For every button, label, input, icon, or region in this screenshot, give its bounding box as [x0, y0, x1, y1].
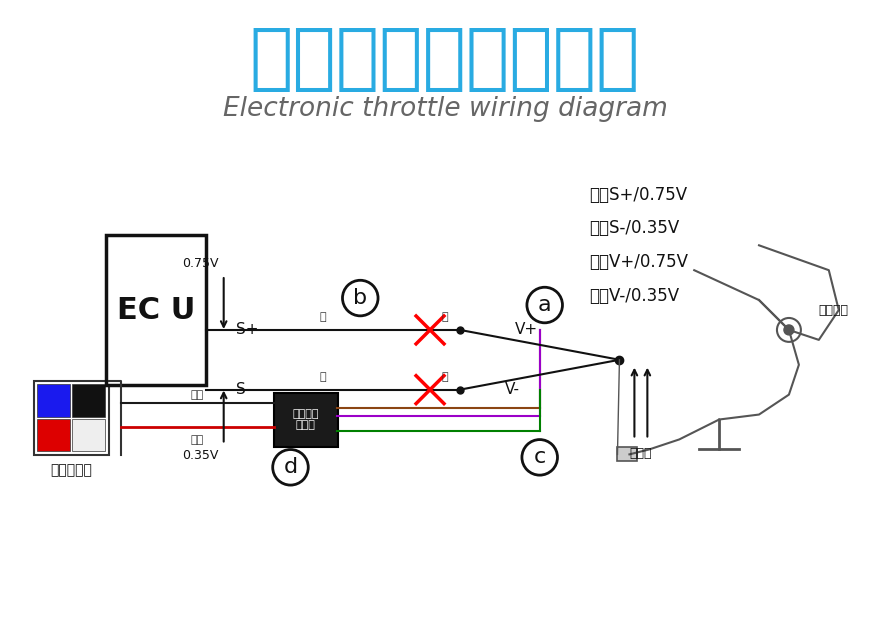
Text: 电子油门接线示意图: 电子油门接线示意图	[250, 24, 640, 94]
Text: S-: S-	[236, 382, 251, 397]
Text: 电子油门: 电子油门	[819, 304, 849, 316]
Bar	[37, 384, 70, 416]
Text: 灰：S-/0.35V: 灰：S-/0.35V	[589, 219, 680, 238]
Text: a: a	[538, 295, 552, 315]
Bar	[35, 381, 109, 456]
Text: V-: V-	[505, 382, 520, 397]
Bar	[72, 419, 105, 451]
Bar	[618, 448, 637, 461]
Text: 黑色: 黑色	[190, 389, 204, 399]
Text: 绿：V-/0.35V: 绿：V-/0.35V	[589, 287, 680, 305]
Text: 电子油门
控制器: 电子油门 控制器	[292, 409, 319, 431]
Text: S+: S+	[236, 322, 258, 338]
Text: 棕: 棕	[320, 312, 326, 322]
Text: b: b	[353, 288, 368, 308]
Text: 紫：V+/0.75V: 紫：V+/0.75V	[589, 253, 689, 271]
Text: 油门控制线: 油门控制线	[50, 463, 92, 478]
Bar	[273, 392, 338, 448]
Bar	[72, 384, 105, 416]
Text: V+: V+	[514, 322, 538, 338]
Circle shape	[784, 325, 794, 335]
Text: EC U: EC U	[117, 296, 195, 324]
Text: Electronic throttle wiring diagram: Electronic throttle wiring diagram	[222, 96, 668, 122]
Text: 灰: 灰	[320, 372, 326, 382]
Text: 红色: 红色	[190, 436, 204, 446]
Bar	[37, 419, 70, 451]
Text: 0.35V: 0.35V	[182, 449, 219, 462]
Text: 紫: 紫	[441, 312, 449, 322]
Text: 棕：S+/0.75V: 棕：S+/0.75V	[589, 186, 688, 204]
Text: 绿: 绿	[441, 372, 449, 382]
Bar	[106, 236, 206, 384]
Text: 0.75V: 0.75V	[182, 258, 219, 270]
Text: d: d	[283, 458, 297, 478]
Text: c: c	[534, 448, 546, 468]
Text: 信号线: 信号线	[629, 448, 651, 461]
